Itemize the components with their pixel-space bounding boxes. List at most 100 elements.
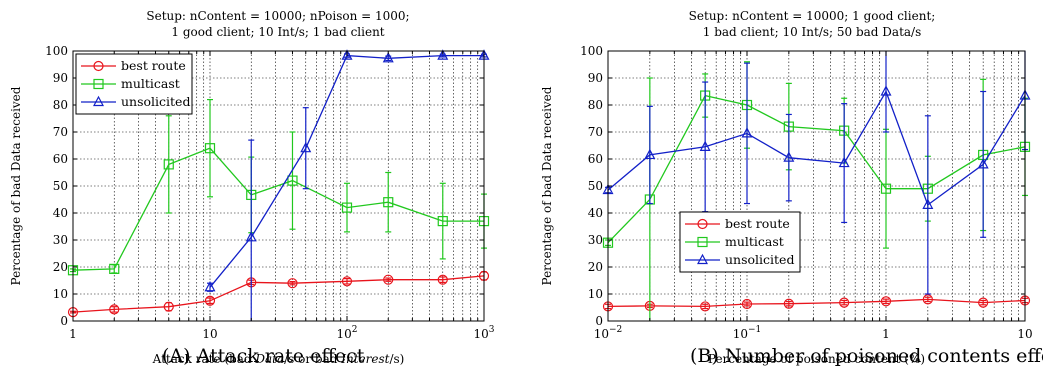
- x-tick-label: 1: [882, 327, 890, 341]
- legend-marker: [697, 253, 708, 265]
- legend-item: multicast: [81, 76, 180, 91]
- legend-item: unsolicited: [81, 94, 190, 109]
- data-point: [700, 301, 711, 312]
- legend-label: best route: [121, 58, 186, 73]
- data-point: [922, 294, 933, 305]
- data-point: [163, 301, 174, 312]
- y-tick-label: 90: [588, 71, 603, 85]
- data-point: [922, 198, 934, 209]
- legend-item: multicast: [685, 234, 784, 249]
- series-line: [607, 298, 1026, 308]
- data-point: [741, 127, 753, 138]
- legend-label: unsolicited: [121, 94, 190, 109]
- legend-marker: [93, 95, 104, 107]
- y-tick-label: 30: [53, 233, 68, 247]
- data-point: [383, 197, 394, 208]
- chart-title-line: 1 bad client; 10 Int/s; 50 bad Data/s: [703, 25, 922, 39]
- y-axis-label: Percentage of bad Data received: [540, 86, 554, 285]
- data-point: [437, 49, 449, 60]
- data-point: [287, 175, 298, 186]
- legend-item: best route: [685, 216, 790, 231]
- legend-label: unsolicited: [725, 252, 794, 267]
- data-point: [300, 141, 312, 153]
- grid: [608, 51, 1025, 321]
- data-point: [978, 297, 989, 308]
- x-axis: 10−2 10−1 1 10: [594, 51, 1033, 341]
- data-point: [204, 143, 216, 154]
- legend-label: multicast: [121, 76, 180, 91]
- legend-marker: [93, 60, 104, 72]
- legend: best route multicast unsolicited: [679, 211, 801, 273]
- series-multicast: [67, 98, 490, 276]
- data-point: [341, 202, 353, 213]
- y-tick-label: 70: [53, 125, 68, 139]
- series-line: [72, 275, 485, 313]
- x-tick-label: 10: [202, 327, 217, 341]
- data-point: [880, 296, 892, 307]
- x-axis: 1 10 102 103: [69, 51, 495, 341]
- x-tick-label: 10−1: [733, 325, 762, 341]
- y-tick-label: 10: [588, 287, 603, 301]
- error-bar: [248, 139, 255, 321]
- chart-title-line: Setup: nContent = 10000; nPoison = 1000;: [146, 9, 409, 23]
- y-tick-label: 40: [588, 206, 603, 220]
- data-point: [741, 298, 753, 310]
- data-point: [880, 85, 892, 96]
- data-point: [245, 231, 257, 242]
- chart-title-line: 1 good client; 10 Int/s; 1 bad client: [171, 25, 384, 39]
- data-point: [783, 298, 794, 309]
- data-point: [204, 280, 216, 292]
- data-point: [699, 140, 711, 151]
- legend: best route multicast unsolicited: [75, 53, 193, 115]
- data-point: [383, 274, 394, 285]
- y-tick-label: 20: [588, 260, 603, 274]
- y-axis-label: Percentage of bad Data received: [9, 86, 23, 285]
- series-unsolicited: [602, 51, 1031, 295]
- data-point: [437, 274, 448, 285]
- data-point: [204, 295, 216, 306]
- y-tick-label: 70: [588, 125, 603, 139]
- y-tick-label: 80: [53, 98, 68, 112]
- series-line: [72, 147, 484, 271]
- legend-item: unsolicited: [685, 252, 794, 267]
- data-point: [838, 156, 850, 168]
- series-multicast: [602, 61, 1031, 321]
- data-point: [163, 159, 174, 170]
- legend-marker: [93, 78, 104, 90]
- data-point: [109, 263, 120, 274]
- legend-item: best route: [81, 58, 186, 73]
- data-point: [644, 148, 656, 160]
- y-axis: 0 10 20 30 40 50 60 70 80 90 100: [580, 44, 1025, 328]
- y-tick-label: 50: [588, 179, 603, 193]
- series-line: [607, 94, 1026, 244]
- data-point: [437, 216, 448, 227]
- y-tick-label: 50: [53, 179, 68, 193]
- data-point: [341, 49, 353, 60]
- y-tick-label: 0: [60, 314, 68, 328]
- y-tick-label: 30: [588, 233, 603, 247]
- y-tick-label: 90: [53, 71, 68, 85]
- x-tick-label: 1: [69, 327, 77, 341]
- x-tick-label: 102: [336, 325, 357, 341]
- data-point: [839, 297, 850, 308]
- y-tick-label: 60: [53, 152, 68, 166]
- legend-marker: [697, 218, 708, 230]
- data-point: [341, 276, 353, 287]
- caption-b: (B) Number of poisoned contents effect: [690, 345, 1043, 367]
- y-tick-label: 80: [588, 98, 603, 112]
- y-tick-label: 20: [53, 260, 68, 274]
- y-axis: 0 10 20 30 40 50 60 70 80 90 100: [45, 44, 484, 328]
- data-point: [109, 304, 120, 315]
- data-point: [977, 158, 989, 169]
- data-point: [382, 52, 394, 63]
- x-axis-label: Percentage of poisoned content (%): [708, 352, 925, 366]
- data-point: [880, 183, 892, 194]
- chart-title-line: Setup: nContent = 10000; 1 good client;: [689, 9, 936, 23]
- y-tick-label: 100: [580, 44, 603, 58]
- y-tick-label: 0: [595, 314, 603, 328]
- legend-label: best route: [725, 216, 790, 231]
- x-axis-label: Attack rate (bad Data/s or bad Interest/…: [152, 352, 405, 366]
- series-best-route: [602, 294, 1031, 312]
